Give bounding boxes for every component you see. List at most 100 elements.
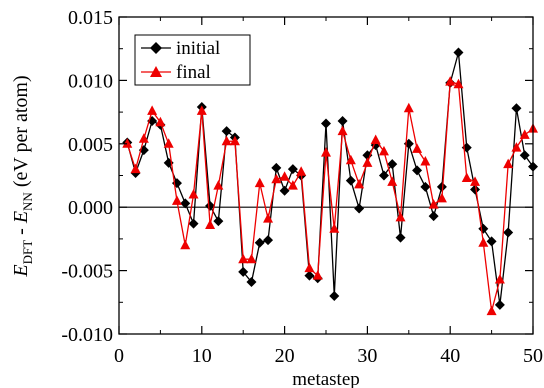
- final-point: [271, 173, 282, 184]
- y-tick-label: -0.010: [61, 324, 113, 346]
- initial-point: [378, 170, 389, 181]
- initial-point: [387, 159, 398, 170]
- legend-label-initial: initial: [176, 38, 220, 59]
- x-tick-label: 50: [523, 345, 543, 367]
- initial-point: [329, 290, 340, 301]
- final-point: [138, 133, 149, 143]
- initial-point: [354, 203, 365, 214]
- initial-point: [503, 227, 514, 238]
- initial-point: [221, 126, 232, 137]
- final-point: [486, 305, 497, 316]
- final-point: [461, 172, 472, 183]
- legend-label-final: final: [176, 62, 211, 83]
- initial-point: [246, 277, 257, 288]
- final-point: [453, 78, 464, 89]
- final-point: [279, 171, 290, 181]
- y-tick-label: 0.010: [68, 70, 113, 92]
- initial-point: [321, 118, 331, 129]
- initial-point: [519, 150, 530, 161]
- final-point: [254, 177, 265, 188]
- y-tick-label: 0.000: [68, 197, 113, 219]
- y-label-sub1: DFT: [20, 240, 35, 265]
- initial-point: [271, 162, 282, 173]
- final-point: [122, 138, 133, 148]
- x-tick-label: 20: [275, 345, 295, 367]
- initial-point: [478, 223, 489, 234]
- x-tick-label: 10: [192, 345, 212, 367]
- series-layer: [122, 47, 538, 316]
- initial-point: [304, 270, 315, 281]
- final-point: [304, 262, 315, 273]
- initial-point: [287, 164, 298, 175]
- ticks-layer: [118, 16, 534, 335]
- final-point: [436, 192, 447, 203]
- initial-point: [486, 236, 497, 247]
- y-tick-label: 0.005: [68, 134, 113, 156]
- final-point: [296, 166, 307, 176]
- final-point: [354, 178, 365, 189]
- legend-marker-final: [150, 66, 162, 77]
- tick-labels: 0 10 20 30 40 50 -0.010 -0.005 0.000 0.005 0.010 0.…: [61, 7, 543, 367]
- initial-point: [238, 266, 249, 277]
- final-point: [312, 270, 323, 280]
- final-point: [387, 176, 398, 186]
- final-point: [171, 195, 182, 205]
- y-tick-label: 0.015: [68, 7, 113, 29]
- final-point: [478, 237, 489, 247]
- final-point: [420, 156, 431, 166]
- initial-point: [395, 232, 406, 243]
- final-point: [362, 157, 373, 167]
- final-point: [370, 134, 381, 144]
- y-label-e1: E: [10, 264, 32, 277]
- initial-point: [279, 185, 290, 196]
- x-tick-label: 0: [114, 345, 124, 367]
- series-final: [122, 76, 538, 316]
- final-point: [511, 142, 522, 152]
- y-tick-label: -0.005: [61, 261, 113, 283]
- initial-point: [470, 184, 481, 195]
- initial-point: [205, 200, 216, 211]
- y-label-mid: -: [10, 223, 32, 240]
- initial-point: [494, 299, 505, 310]
- final-point: [445, 76, 456, 86]
- final-point: [229, 135, 240, 146]
- initial-point: [420, 181, 431, 192]
- y-label-unit: (eV per atom): [10, 75, 32, 192]
- initial-point: [337, 115, 348, 126]
- final-point: [221, 135, 232, 146]
- final-point: [395, 211, 406, 222]
- final-point: [130, 163, 141, 174]
- final-point: [412, 143, 423, 153]
- final-point: [494, 273, 505, 284]
- final-point: [428, 199, 439, 209]
- final-point: [196, 105, 207, 115]
- final-point: [503, 158, 514, 169]
- final-point: [345, 154, 356, 165]
- initial-point: [180, 198, 191, 209]
- final-point: [205, 219, 216, 229]
- final-point: [163, 138, 174, 148]
- initial-point: [263, 235, 274, 246]
- final-point: [470, 176, 481, 186]
- final-point: [147, 105, 158, 115]
- initial-point: [436, 181, 447, 192]
- initial-point: [188, 218, 199, 229]
- initial-point: [345, 175, 356, 186]
- initial-point: [412, 165, 423, 176]
- final-point: [378, 145, 389, 156]
- final-point: [403, 102, 414, 113]
- initial-point: [428, 211, 439, 222]
- final-point: [213, 180, 224, 190]
- final-point: [263, 213, 274, 223]
- final-point: [329, 223, 340, 233]
- final-point: [519, 129, 530, 139]
- final-point: [321, 147, 331, 157]
- final-line: [126, 80, 534, 312]
- initial-point: [511, 103, 522, 114]
- final-point: [337, 125, 348, 136]
- final-point: [180, 239, 191, 250]
- x-axis-label: metastep: [292, 369, 360, 388]
- final-point: [238, 253, 249, 264]
- initial-line: [126, 52, 534, 305]
